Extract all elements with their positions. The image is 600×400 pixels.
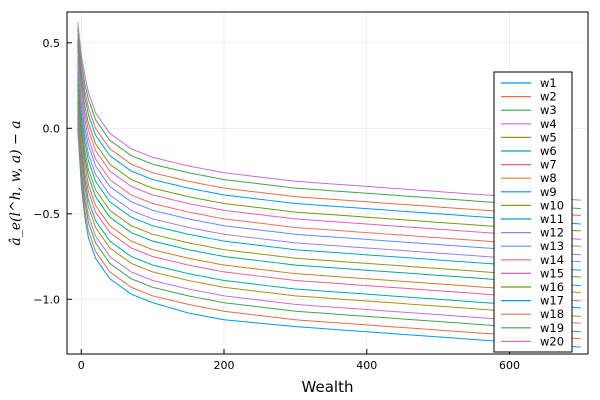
x-tick-label: 400 — [356, 359, 377, 372]
legend-label: w7 — [540, 158, 557, 172]
legend-label: w14 — [540, 253, 564, 267]
legend-label: w6 — [540, 144, 557, 158]
series-line-w6 — [77, 100, 581, 309]
legend-label: w13 — [540, 239, 564, 253]
series-line-w11 — [77, 71, 581, 271]
series-line-w2 — [77, 123, 581, 340]
legend-box — [493, 71, 573, 353]
y-tick-label: −1.0 — [33, 293, 60, 306]
legend-label: w12 — [540, 226, 564, 240]
legend-label: w3 — [540, 103, 557, 117]
y-tick-label: 0.5 — [43, 37, 61, 50]
legend-label: w18 — [540, 307, 564, 321]
series-line-w17 — [77, 39, 581, 225]
y-tick-label: 0.0 — [43, 122, 61, 135]
legend: w1w2w3w4w5w6w7w8w9w10w11w12w13w14w15w16w… — [493, 71, 573, 353]
series-lines — [77, 22, 581, 348]
legend-label: w9 — [540, 185, 557, 199]
series-line-w10 — [77, 78, 581, 278]
y-tick-label: −0.5 — [33, 208, 60, 221]
series-line-w16 — [77, 44, 581, 232]
series-line-w20 — [77, 22, 581, 201]
legend-label: w20 — [540, 334, 564, 348]
legend-label: w4 — [540, 117, 557, 131]
series-line-w19 — [77, 27, 581, 210]
plot-frame — [66, 11, 589, 355]
y-axis-label: â_e(l^h, w, a) − a — [8, 120, 24, 245]
legend-label: w2 — [540, 90, 557, 104]
x-tick-label: 200 — [214, 359, 235, 372]
series-line-w7 — [77, 94, 581, 302]
legend-label: w17 — [540, 294, 564, 308]
legend-label: w16 — [540, 280, 564, 294]
series-line-w15 — [77, 49, 581, 240]
legend-label: w15 — [540, 266, 564, 280]
x-tick-label: 0 — [78, 359, 85, 372]
series-line-w5 — [77, 106, 581, 317]
series-line-w3 — [77, 116, 581, 333]
series-line-w14 — [77, 56, 581, 247]
legend-label: w11 — [540, 212, 564, 226]
legend-label: w8 — [540, 171, 557, 185]
series-line-w8 — [77, 88, 581, 293]
series-line-w12 — [77, 66, 581, 263]
series-line-w4 — [77, 111, 581, 324]
series-line-w1 — [77, 128, 581, 348]
x-axis-label: Wealth — [302, 378, 354, 396]
series-line-w18 — [77, 34, 581, 216]
series-line-w9 — [77, 83, 581, 287]
series-line-w13 — [77, 61, 581, 256]
axis-ticks: 0 200 400 600 0.5 0.0 −0.5 −1.0 — [33, 37, 520, 372]
legend-label: w19 — [540, 321, 564, 335]
x-tick-label: 600 — [499, 359, 520, 372]
legend-label: w5 — [540, 130, 557, 144]
legend-label: w1 — [540, 76, 557, 90]
legend-label: w10 — [540, 198, 564, 212]
